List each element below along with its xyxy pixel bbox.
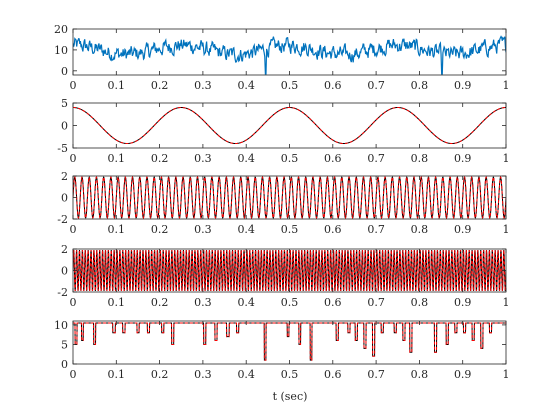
x-tick-label: 1 [503, 223, 510, 236]
x-tick-label: 0.2 [151, 368, 169, 381]
x-tick-label: 0.4 [237, 368, 255, 381]
x-tick-label: 0.6 [324, 152, 342, 165]
y-tick-label: 0 [61, 265, 68, 278]
y-tick-label: -2 [57, 213, 68, 226]
x-tick-label: 0.2 [151, 296, 169, 309]
x-tick-label: 0.3 [194, 368, 212, 381]
axes-box [72, 102, 507, 149]
x-tick-label: 0.7 [367, 223, 385, 236]
x-tick-label: 0.3 [194, 152, 212, 165]
x-tick-label: 0.8 [411, 152, 429, 165]
x-tick-label: 0 [70, 223, 77, 236]
y-tick-label: 0 [61, 358, 68, 371]
x-tick-label: 0.8 [411, 296, 429, 309]
x-tick-label: 0.2 [151, 223, 169, 236]
y-tick-label: 2 [61, 243, 68, 256]
panel-2: 0 0.1 0.2 0.3 0.4 0.5 0.6 0.7 0.8 0.9 1-505 [57, 97, 509, 165]
x-tick-label: 0.6 [324, 223, 342, 236]
component-reference-line [73, 249, 506, 292]
component-estimate-line [73, 107, 506, 144]
x-tick-label: 0.5 [281, 368, 299, 381]
x-tick-label: 0.7 [367, 152, 385, 165]
axes-box [72, 320, 507, 365]
x-tick-label: 1 [503, 79, 510, 92]
panel-4: 0 0.1 0.2 0.3 0.4 0.5 0.6 0.7 0.8 0.9 1-202 [57, 243, 509, 309]
x-tick-label: 0.8 [411, 79, 429, 92]
component-estimate-line [73, 176, 506, 219]
x-tick-label: 0.7 [367, 79, 385, 92]
x-tick-label: 0.4 [237, 296, 255, 309]
x-tick-label: 0 [70, 79, 77, 92]
y-tick-label: 20 [54, 23, 68, 36]
y-tick-label: 10 [54, 319, 68, 332]
x-tick-label: 0.3 [194, 223, 212, 236]
x-tick-label: 1 [503, 368, 510, 381]
x-tick-label: 0.5 [281, 152, 299, 165]
y-tick-label: 0 [61, 120, 68, 133]
y-tick-label: 5 [61, 338, 68, 351]
x-tick-label: 1 [503, 296, 510, 309]
x-tick-label: 0.3 [194, 79, 212, 92]
component-reference-line [73, 322, 506, 361]
y-tick-label: 0 [61, 192, 68, 205]
x-tick-label: 0.9 [454, 152, 472, 165]
x-tick-label: 0.7 [367, 296, 385, 309]
x-tick-label: 0.9 [454, 79, 472, 92]
x-tick-label: 0.9 [454, 368, 472, 381]
panel-3: 0 0.1 0.2 0.3 0.4 0.5 0.6 0.7 0.8 0.9 1-202 [57, 170, 509, 236]
component-reference-line [73, 107, 506, 144]
y-tick-label: -2 [57, 286, 68, 299]
x-tick-label: 0.4 [237, 152, 255, 165]
x-tick-label: 0.6 [324, 296, 342, 309]
x-tick-label: 0.8 [411, 223, 429, 236]
raw-signal-line [73, 35, 506, 75]
x-tick-label: 0.2 [151, 152, 169, 165]
x-tick-label: 0 [70, 368, 77, 381]
x-tick-label: 0.3 [194, 296, 212, 309]
x-tick-label: 0.4 [237, 79, 255, 92]
x-tick-label: 0.5 [281, 223, 299, 236]
x-tick-label: 0.8 [411, 368, 429, 381]
x-tick-label: 0.6 [324, 79, 342, 92]
x-axis-label: t (sec) [273, 390, 308, 403]
x-tick-label: 0.4 [237, 223, 255, 236]
y-tick-label: -5 [57, 142, 68, 155]
x-tick-label: 0.9 [454, 296, 472, 309]
x-tick-label: 0 [70, 296, 77, 309]
x-tick-label: 0.1 [108, 368, 126, 381]
x-tick-label: 0.6 [324, 368, 342, 381]
y-tick-label: 2 [61, 170, 68, 183]
x-tick-label: 0.1 [108, 296, 126, 309]
x-tick-label: 0.1 [108, 223, 126, 236]
x-tick-label: 1 [503, 152, 510, 165]
component-estimate-line [73, 322, 506, 361]
x-tick-label: 0.2 [151, 79, 169, 92]
x-tick-label: 0.5 [281, 79, 299, 92]
y-tick-label: 10 [54, 44, 68, 57]
x-tick-label: 0.1 [108, 79, 126, 92]
y-tick-label: 0 [61, 65, 68, 78]
x-tick-label: 0.9 [454, 223, 472, 236]
y-tick-label: 5 [61, 97, 68, 110]
component-reference-line [73, 176, 506, 219]
x-tick-label: 0.5 [281, 296, 299, 309]
x-tick-label: 0 [70, 152, 77, 165]
x-tick-label: 0.7 [367, 368, 385, 381]
x-tick-label: 0.1 [108, 152, 126, 165]
